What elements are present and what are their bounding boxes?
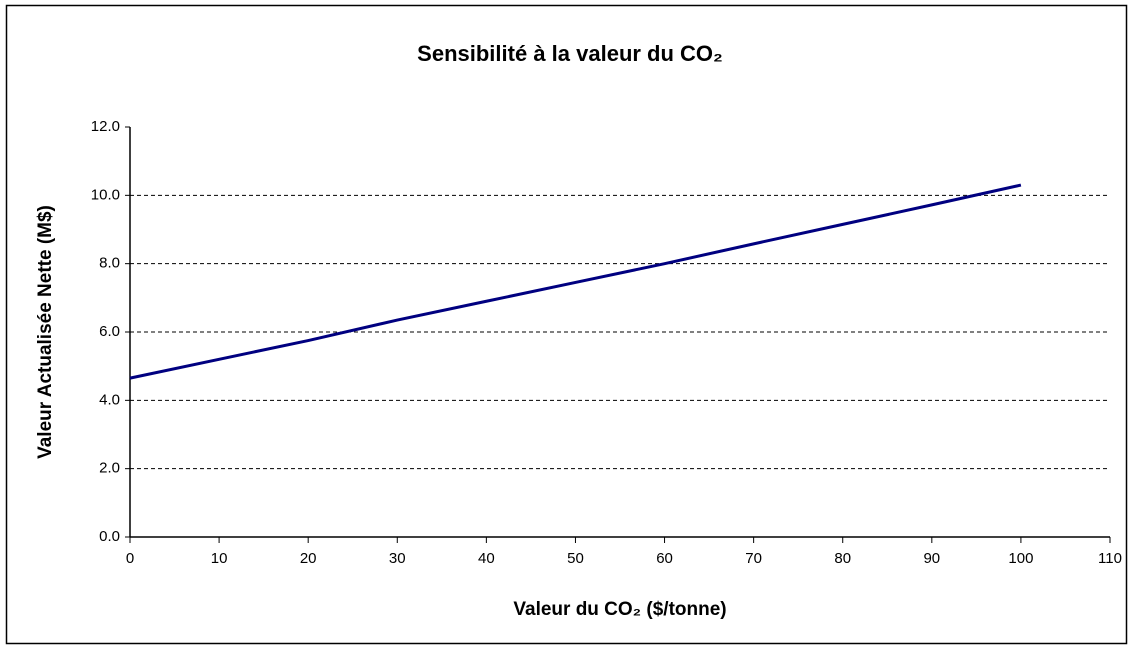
x-tick-label: 50 — [567, 550, 584, 567]
x-tick-label: 80 — [834, 550, 851, 567]
x-tick-label: 10 — [211, 550, 228, 567]
x-tick-label: 40 — [478, 550, 495, 567]
y-tick-label: 10.0 — [91, 186, 120, 203]
x-tick-label: 60 — [656, 550, 673, 567]
x-tick-label: 0 — [126, 550, 134, 567]
y-tick-label: 8.0 — [99, 255, 120, 272]
data-line — [129, 183, 1022, 380]
x-tick-label: 90 — [923, 550, 940, 567]
y-axis-title: Valeur Actualisée Nette (M$) — [35, 205, 56, 459]
y-tick-label: 6.0 — [99, 323, 120, 340]
x-tick-label: 110 — [1098, 550, 1122, 567]
x-tick-label: 70 — [745, 550, 762, 567]
y-tick-label: 2.0 — [99, 460, 120, 477]
y-tick-label: 12.0 — [91, 118, 120, 135]
x-tick-label: 30 — [389, 550, 406, 567]
chart-title: Sensibilité à la valeur du CO₂ — [417, 41, 723, 66]
x-axis-title: Valeur du CO₂ ($/tonne) — [513, 599, 726, 620]
x-tick-label: 100 — [1008, 550, 1033, 567]
x-tick-label: 20 — [300, 550, 317, 567]
y-tick-label: 0.0 — [99, 528, 120, 545]
y-tick-label: 4.0 — [99, 391, 120, 408]
chart-border — [5, 4, 1128, 645]
